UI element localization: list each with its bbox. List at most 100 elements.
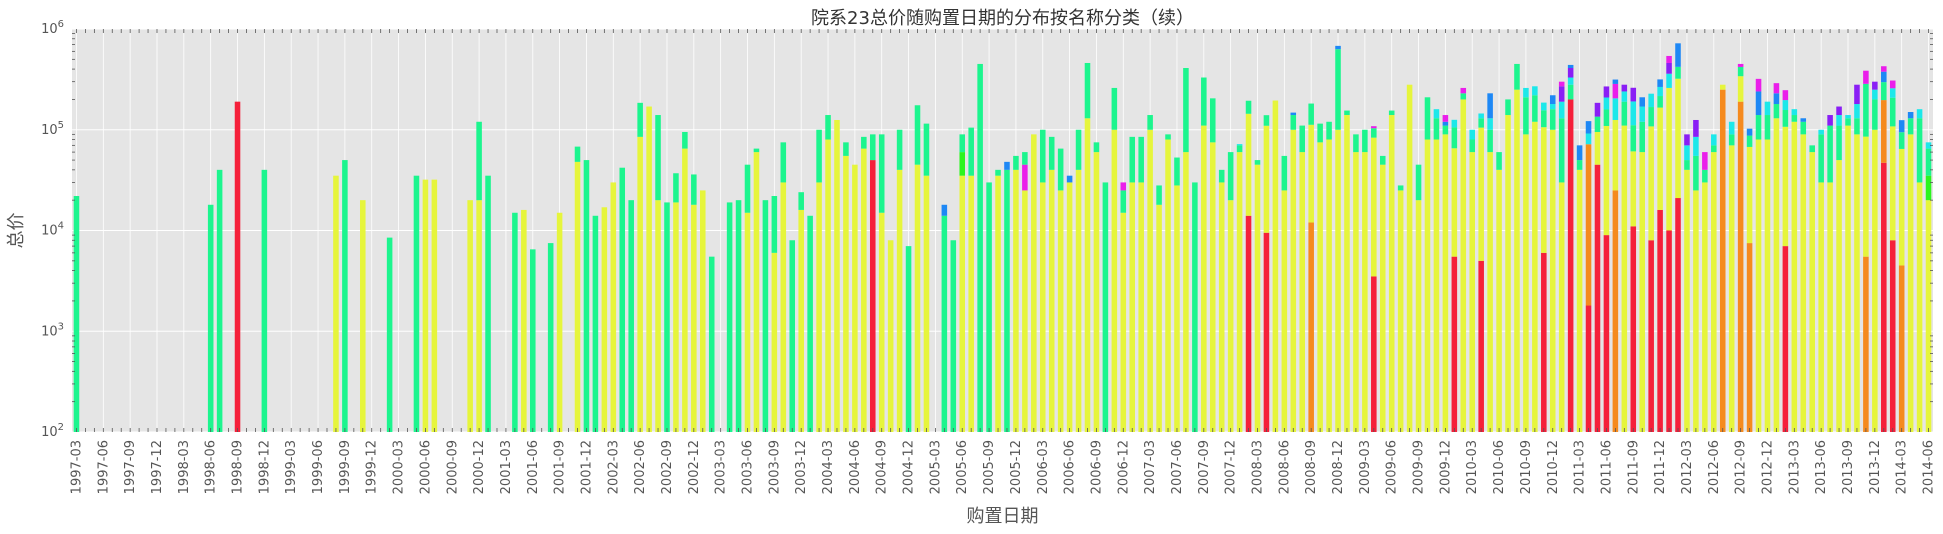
bar-segment — [1379, 155, 1386, 165]
x-tick-label: 2013-09 — [1841, 440, 1856, 494]
bar-segment — [1648, 126, 1654, 241]
x-tick-label: 2007-06 — [1170, 440, 1185, 494]
bar-segment — [1657, 209, 1663, 432]
x-tick-label: 2005-03 — [928, 440, 943, 494]
bar-segment — [556, 212, 563, 432]
bar-segment — [1523, 134, 1529, 433]
bar-segment — [1648, 240, 1654, 432]
x-tick-label: 2012-12 — [1760, 440, 1775, 494]
bar-segment — [1800, 134, 1807, 433]
x-tick-label: 1997-09 — [123, 440, 138, 494]
bar-segment — [1693, 190, 1699, 432]
bar-segment — [1308, 222, 1314, 432]
x-tick-label: 2006-06 — [1063, 440, 1078, 494]
bar-segment — [1872, 81, 1878, 90]
bar-segment — [1898, 148, 1905, 266]
bar-segment — [1505, 99, 1511, 116]
bar-segment — [1236, 144, 1243, 146]
bar-segment — [1057, 190, 1064, 432]
bar-segment — [521, 209, 527, 432]
bar-segment — [73, 196, 80, 432]
x-tick-label: 1997-12 — [150, 440, 165, 494]
bar-segment — [1773, 104, 1780, 119]
bar-segment — [1639, 152, 1645, 432]
bar-segment — [1755, 139, 1762, 432]
bar-segment — [1657, 96, 1663, 108]
bar-segment — [825, 139, 831, 432]
bar-segment — [923, 123, 930, 176]
bar-segment — [1335, 45, 1341, 50]
bar-segment — [1863, 70, 1869, 84]
bar-segment — [1523, 97, 1529, 135]
bar-segment — [771, 196, 778, 253]
y-tick-label: 106 — [41, 19, 64, 37]
bar-segment — [1281, 190, 1288, 432]
bar-segment — [923, 175, 930, 432]
bar-segment — [968, 127, 974, 176]
bar-segment — [1209, 98, 1216, 143]
x-tick-label: 2009-09 — [1412, 440, 1427, 494]
bar-segment — [1889, 240, 1896, 432]
bar-segment — [547, 243, 554, 432]
bar-segment — [1621, 91, 1628, 102]
bar-segment — [476, 200, 482, 432]
bar-segment — [708, 256, 715, 432]
bar-segment — [1666, 55, 1672, 63]
x-tick-label: 2000-12 — [472, 440, 487, 494]
bar-segment — [1460, 87, 1467, 94]
bar-segment — [1827, 182, 1833, 432]
bar-segment — [1317, 123, 1323, 143]
bar-segment — [1693, 155, 1699, 191]
bar-segment — [1872, 99, 1878, 130]
x-tick-label: 2001-06 — [526, 440, 541, 494]
x-tick-label: 2005-06 — [955, 440, 970, 494]
bar-segment — [1541, 127, 1547, 253]
bar-segment — [1836, 160, 1842, 432]
bar-segment — [1004, 169, 1010, 432]
bar-segment — [1039, 182, 1046, 432]
bar-segment — [1120, 212, 1127, 432]
bar-segment — [869, 160, 876, 432]
bar-segment — [592, 215, 599, 432]
bar-segment — [1156, 185, 1162, 205]
bar-segment — [771, 252, 778, 432]
bar-segment — [1433, 109, 1440, 119]
bar-segment — [655, 200, 661, 432]
bar-segment — [1290, 112, 1297, 116]
bar-segment — [1174, 157, 1180, 186]
bar-segment — [852, 164, 858, 432]
bar-segment — [1039, 129, 1046, 183]
bar-segment — [1254, 164, 1261, 432]
x-tick-label: 1999-12 — [365, 440, 380, 494]
bar-segment — [1138, 182, 1144, 432]
bar-segment — [1809, 145, 1815, 153]
bar-segment — [1487, 152, 1493, 432]
bar-segment — [1031, 134, 1037, 433]
bar-segment — [1576, 160, 1583, 170]
bar-segment — [682, 148, 688, 432]
x-axis-label: 购置日期 — [967, 506, 1039, 527]
bar-segment — [744, 212, 751, 432]
x-tick-label: 2011-09 — [1626, 440, 1641, 494]
bar-segment — [1022, 164, 1028, 191]
bar-segment — [1487, 129, 1493, 153]
bar-segment — [1845, 125, 1851, 432]
bar-segment — [1478, 113, 1484, 119]
bar-segment — [1308, 124, 1314, 223]
bar-segment — [1165, 134, 1171, 140]
y-tick-label: 103 — [41, 321, 64, 339]
bar-segment — [1827, 125, 1833, 183]
bar-segment — [1728, 145, 1735, 433]
bar-segment — [1603, 86, 1610, 98]
bar-segment — [1630, 125, 1637, 152]
bar-segment — [1782, 100, 1789, 111]
x-tick-label: 2006-03 — [1036, 440, 1051, 494]
bar-segment — [914, 105, 921, 165]
bar-segment — [1558, 118, 1565, 183]
bar-segment — [1424, 97, 1431, 140]
bar-segment — [1084, 62, 1091, 119]
x-tick-label: 2001-09 — [553, 440, 568, 494]
bar-segment — [1066, 182, 1073, 432]
x-tick-label: 2010-03 — [1465, 440, 1480, 494]
bar-segment — [1549, 95, 1556, 105]
